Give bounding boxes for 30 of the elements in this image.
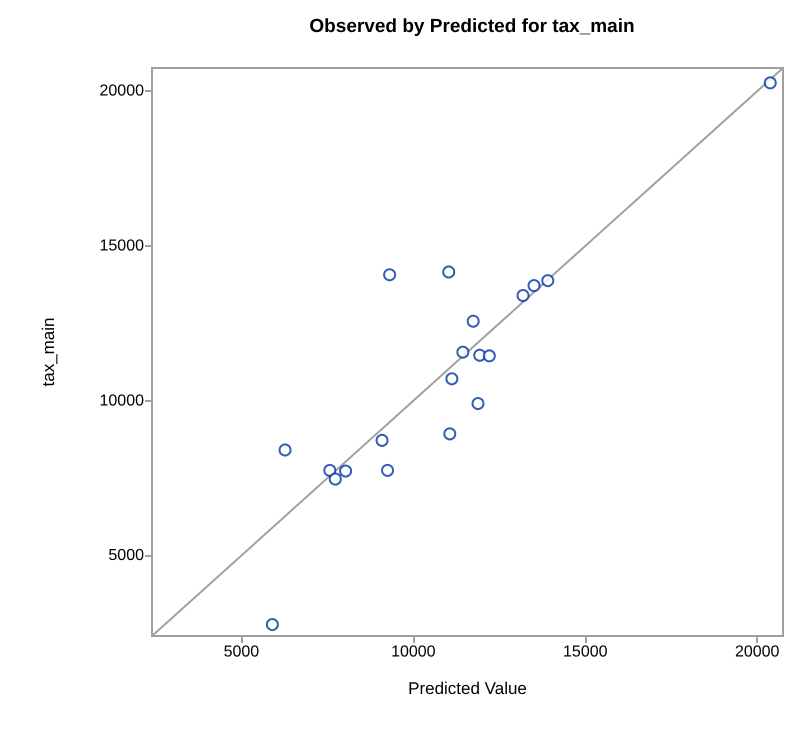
x-tick-label: 10000 [391, 644, 436, 660]
y-tick-label: 15000 [100, 237, 144, 254]
point [442, 265, 456, 278]
point [339, 464, 352, 478]
point [466, 314, 480, 328]
point [376, 434, 389, 447]
point [541, 274, 554, 288]
y-tick-label: 5000 [108, 547, 144, 564]
point [328, 472, 342, 486]
point [445, 372, 458, 386]
point [516, 289, 530, 302]
y-axis-title: tax_main [39, 318, 58, 386]
y-tick-label: 20000 [100, 82, 144, 100]
point [443, 427, 456, 440]
chart-title: Observed by Predicted for tax_main [309, 16, 635, 37]
point [456, 346, 470, 359]
point [323, 464, 336, 477]
y-tick-label: 10000 [100, 392, 144, 410]
point [381, 464, 394, 477]
point [528, 279, 541, 292]
point [383, 268, 396, 282]
point [472, 397, 484, 410]
x-tick-label: 15000 [563, 644, 608, 660]
x-tick-label: 20000 [734, 644, 780, 660]
point [482, 349, 496, 362]
point [278, 443, 292, 456]
point [764, 76, 777, 90]
point [266, 618, 279, 632]
x-axis-title: Predicted Value [408, 679, 527, 698]
x-tick-label: 5000 [224, 644, 260, 660]
